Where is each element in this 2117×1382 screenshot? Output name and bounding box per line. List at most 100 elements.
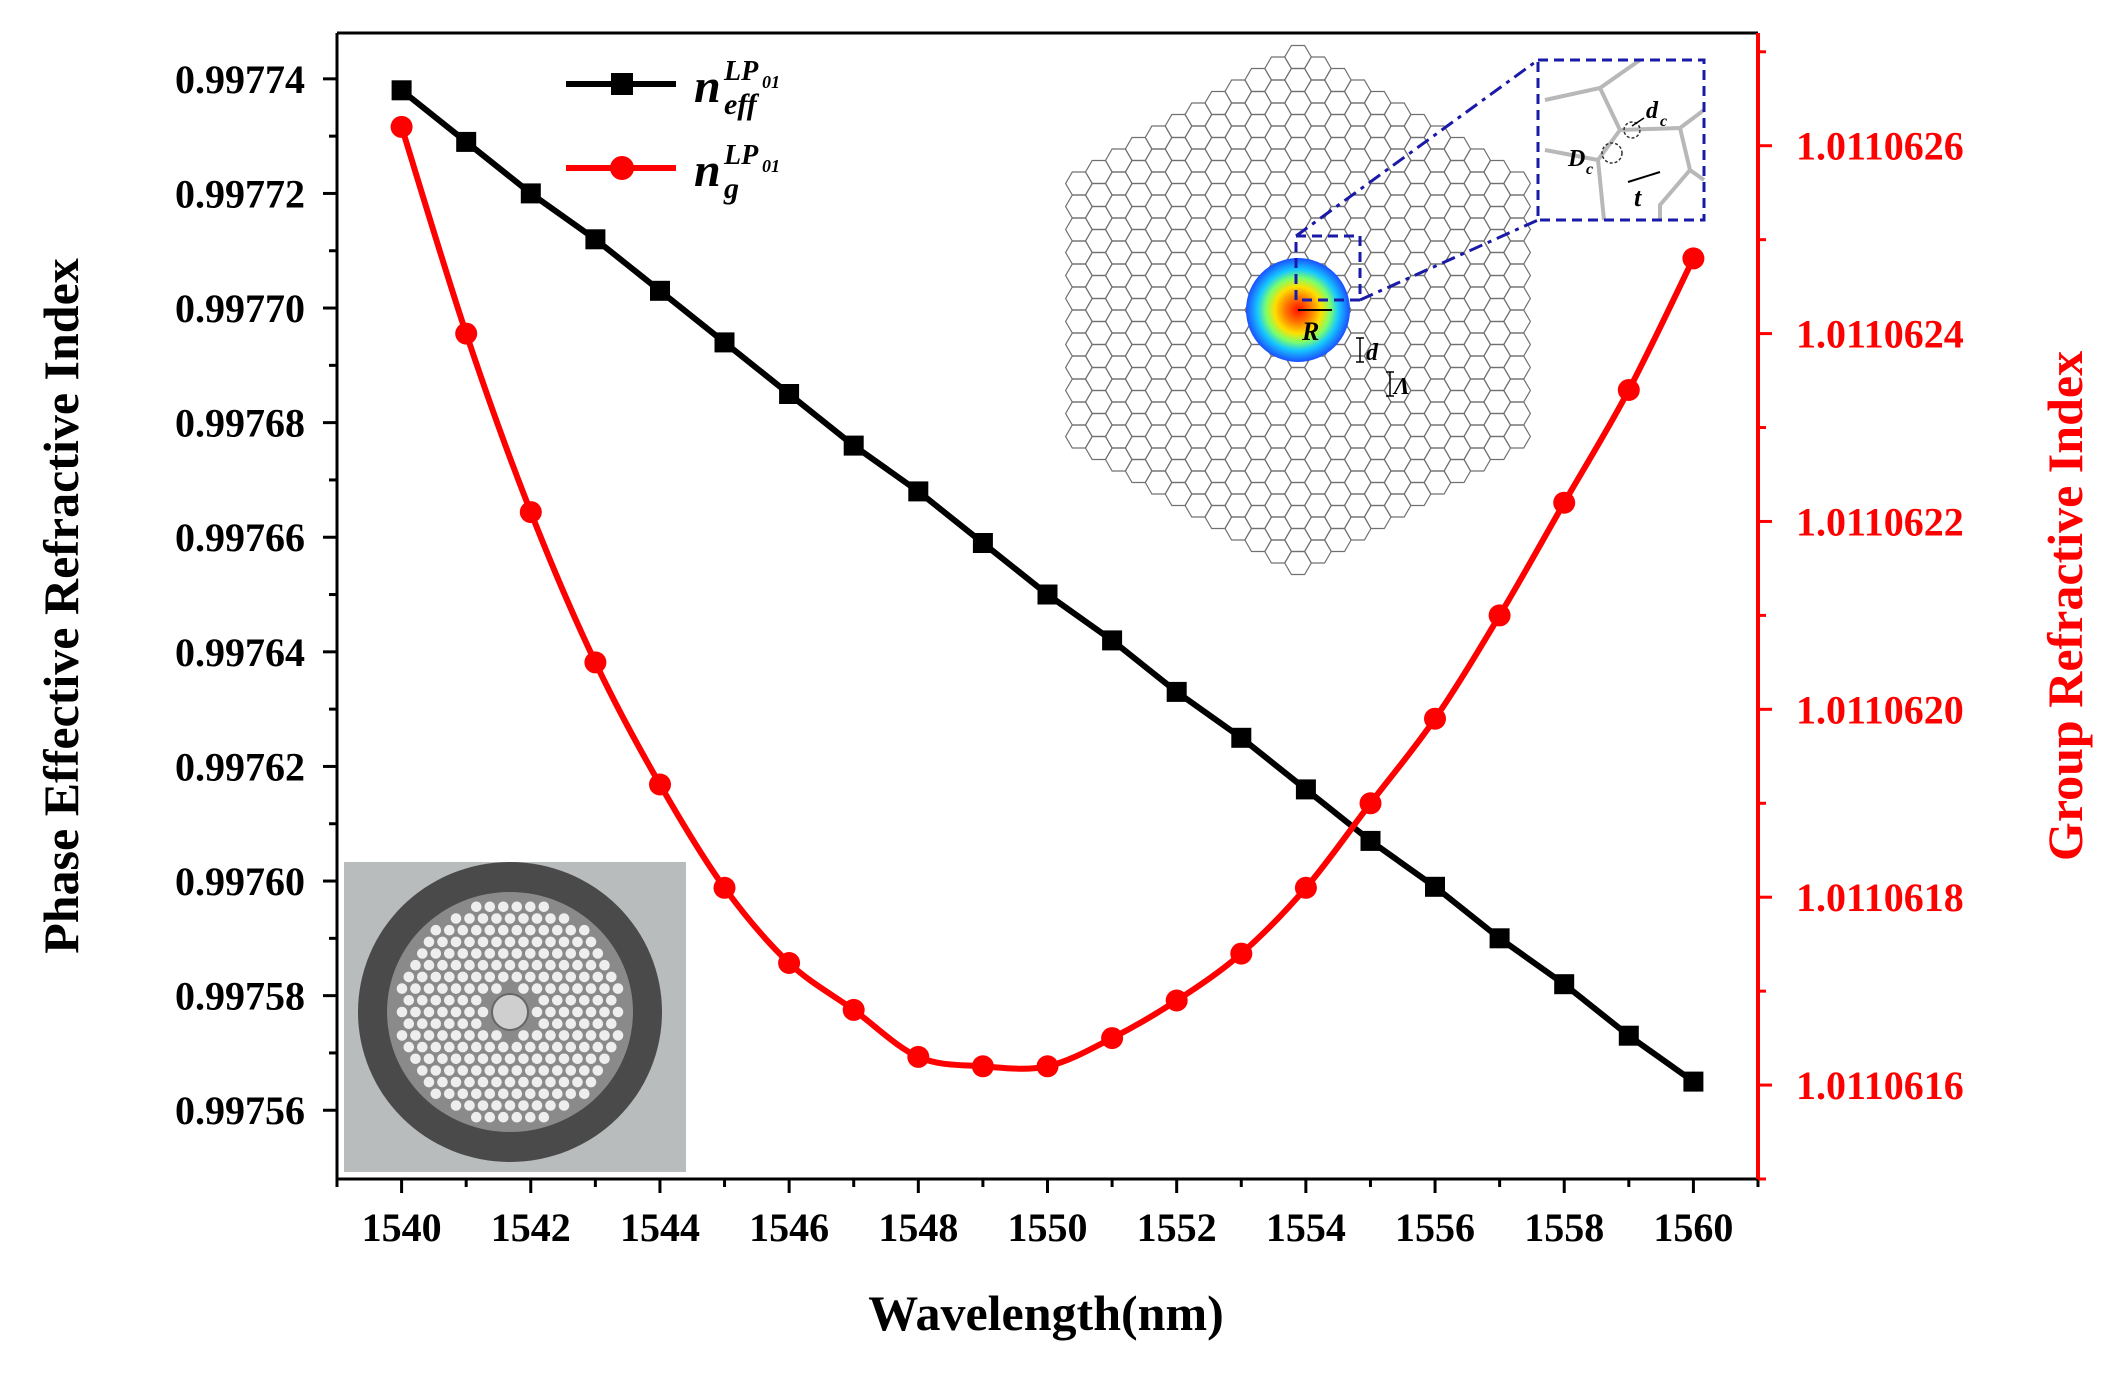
photo-air-hole xyxy=(545,1076,556,1088)
photo-air-hole xyxy=(430,995,442,1006)
honeycomb-cell xyxy=(1264,194,1293,219)
honeycomb-cell xyxy=(1483,412,1512,438)
photo-air-hole xyxy=(477,1076,489,1088)
photo-air-hole xyxy=(565,1018,577,1029)
dc-pointer xyxy=(1631,117,1645,127)
honeycomb-cell xyxy=(1164,435,1193,461)
honeycomb-cell xyxy=(1503,424,1532,449)
honeycomb-cell xyxy=(1363,412,1392,438)
photo-air-hole xyxy=(585,1053,597,1065)
photo-air-hole xyxy=(538,901,550,913)
photo-air-hole xyxy=(525,1088,536,1100)
data-point-square xyxy=(714,332,735,353)
x-axis-title: Wavelength(nm) xyxy=(868,1285,1224,1341)
zoom-line-top xyxy=(1295,58,1539,238)
photo-air-hole xyxy=(579,995,590,1006)
photo-air-hole xyxy=(477,936,489,948)
honeycomb-cell xyxy=(1503,401,1532,426)
data-point-square xyxy=(650,280,670,301)
data-point-circle xyxy=(584,651,607,674)
photo-air-hole xyxy=(504,1053,516,1065)
photo-air-hole xyxy=(484,1041,496,1053)
photo-air-hole xyxy=(464,959,475,971)
photo-air-hole xyxy=(444,948,455,959)
honeycomb-cell xyxy=(1184,401,1213,426)
honeycomb-cell xyxy=(1363,389,1392,415)
photo-air-hole xyxy=(437,983,448,994)
honeycomb-cell xyxy=(1284,458,1312,484)
honeycomb-cell xyxy=(1064,217,1093,242)
photo-air-hole xyxy=(477,1030,489,1041)
photo-air-hole xyxy=(457,971,469,983)
honeycomb-cell xyxy=(1164,343,1193,369)
honeycomb-cell xyxy=(1064,240,1093,265)
photo-air-hole xyxy=(538,1018,550,1029)
honeycomb-cell xyxy=(1383,424,1412,449)
data-point-circle xyxy=(1101,1027,1124,1050)
honeycomb-cell xyxy=(1064,332,1093,357)
r-label: R xyxy=(1301,317,1319,346)
y-left-tick-label: 0.99762 xyxy=(175,744,305,789)
data-point-square xyxy=(1425,876,1445,897)
photo-air-hole xyxy=(558,1030,570,1041)
data-point-square xyxy=(391,80,412,101)
data-point-square xyxy=(1231,727,1252,748)
photo-air-hole xyxy=(606,1041,617,1053)
photo-air-hole xyxy=(450,959,462,971)
y-left-tick-label: 0.99768 xyxy=(175,401,305,446)
honeycomb-cell xyxy=(1264,493,1293,518)
honeycomb-cell xyxy=(1284,205,1312,231)
photo-air-hole xyxy=(498,1088,509,1100)
data-point-circle xyxy=(1165,989,1188,1012)
photo-air-hole xyxy=(464,1076,475,1088)
axes-frame xyxy=(335,31,1760,1181)
legend-symbol: n xyxy=(694,144,721,197)
photo-air-hole xyxy=(457,948,469,959)
photo-air-hole xyxy=(484,901,496,913)
lambda-label: Λ xyxy=(1392,374,1410,400)
Dc-sub: c xyxy=(1586,161,1593,178)
honeycomb-cell xyxy=(1483,297,1512,323)
honeycomb-cell xyxy=(1264,447,1293,472)
photo-air-hole xyxy=(410,1030,421,1041)
photo-air-hole xyxy=(592,971,604,983)
data-point-circle xyxy=(455,322,478,345)
photo-air-hole xyxy=(403,1041,415,1053)
photo-air-hole xyxy=(511,1088,523,1100)
photo-air-hole xyxy=(572,983,583,994)
data-point-square xyxy=(1360,830,1381,851)
photo-air-hole xyxy=(545,959,556,971)
honeycomb-cell xyxy=(1264,516,1293,541)
ticks: 1540 1542 1544 1546 1548 1550 1552 1554 1556 1558… xyxy=(175,50,1964,1250)
honeycomb-cell xyxy=(1483,320,1512,346)
photo-air-hole xyxy=(552,971,563,983)
data-point-square xyxy=(1037,584,1058,605)
honeycomb-cell xyxy=(1284,113,1312,139)
photo-air-hole xyxy=(417,995,428,1006)
photo-air-hole xyxy=(450,1053,462,1065)
honeycomb-cell xyxy=(1363,159,1392,185)
honeycomb-cell xyxy=(1164,389,1193,415)
photo-air-hole xyxy=(558,1100,570,1111)
photo-air-hole xyxy=(417,1065,428,1076)
honeycomb-cell xyxy=(1284,366,1312,392)
photo-air-hole xyxy=(471,995,482,1006)
honeycomb-cell xyxy=(1383,125,1412,150)
photo-air-hole xyxy=(565,1065,577,1076)
photo-air-hole xyxy=(538,948,550,959)
honeycomb-cell xyxy=(1184,332,1213,357)
photo-air-hole xyxy=(511,948,523,959)
honeycomb-cell xyxy=(1284,504,1312,530)
photo-air-hole xyxy=(552,995,563,1006)
data-point-circle xyxy=(778,952,801,974)
photo-air-hole xyxy=(417,1018,428,1029)
photo-air-hole xyxy=(450,936,462,948)
honeycomb-cell xyxy=(1363,182,1392,208)
photo-air-hole xyxy=(504,959,516,971)
honeycomb-cell xyxy=(1503,263,1532,288)
photo-air-hole xyxy=(511,924,523,936)
y-right-tick-label: 1.0110620 xyxy=(1796,687,1964,732)
photo-air-hole xyxy=(491,1053,502,1065)
honeycomb-cell xyxy=(1503,171,1532,196)
photo-air-hole xyxy=(423,1076,435,1088)
